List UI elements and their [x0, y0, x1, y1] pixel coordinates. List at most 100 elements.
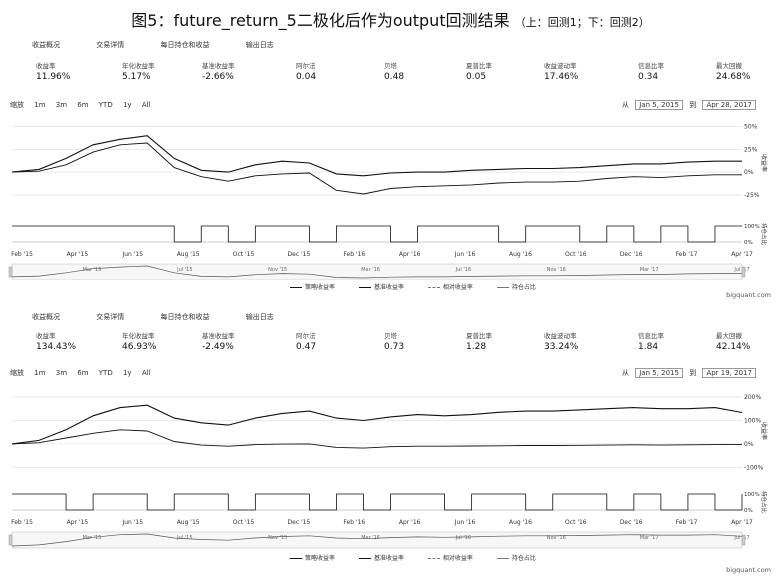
- x-tick-label: Oct '16: [565, 519, 587, 526]
- position-line: [12, 225, 742, 243]
- legend-relative[interactable]: 相对收益率: [427, 282, 473, 291]
- navigator-tick-label: Nov '15: [268, 267, 287, 273]
- navigator-tick-label: Jul '16: [455, 267, 471, 273]
- legend-position[interactable]: 持仓占比: [496, 282, 536, 291]
- position-axis-title: 持仓占比: [760, 223, 768, 246]
- metric-max-drawdown: 最大回撤 42.14%: [716, 332, 751, 352]
- navigator-handle-left: [8, 266, 13, 278]
- navigator-line: [11, 265, 742, 279]
- legend-relative[interactable]: 相对收益率: [427, 553, 473, 562]
- metric-beta: 贝塔 0.73: [384, 332, 405, 352]
- benchmark-return-line: [11, 429, 743, 449]
- metric-volatility: 收益波动率 17.46%: [544, 62, 579, 82]
- x-tick-label: Jun '15: [121, 251, 143, 258]
- y-tick-label: 200%: [744, 394, 761, 401]
- range-1y-button[interactable]: 1y: [122, 369, 132, 377]
- navigator-tick-label: Mar '16: [361, 267, 380, 273]
- x-tick-label: Apr '17: [731, 251, 753, 258]
- zoom-label: 缩放: [10, 101, 24, 109]
- credit: bigquant.com: [726, 291, 771, 299]
- metric-alpha: 阿尔法 0.04: [296, 62, 317, 82]
- backtest-panel-1: 收益概况 交易详情 每日持仓和收益 输出日志 收益率 11.96% 年化收益率 5.…: [0, 30, 781, 300]
- navigator-handle-left: [8, 534, 13, 546]
- range-6m-button[interactable]: 6m: [77, 101, 89, 109]
- legend-benchmark[interactable]: 基准收益率: [358, 553, 404, 562]
- x-tick-label: Aug '16: [509, 251, 532, 258]
- metric-return: 收益率 11.96%: [36, 62, 71, 82]
- figure-title: 图5：future_return_5二极化后作为output回测结果 （上：回测…: [0, 7, 781, 31]
- range-1m-button[interactable]: 1m: [34, 101, 46, 109]
- metric-sharpe: 夏普比率 0.05: [466, 62, 492, 82]
- tab-bar: 收益概况 交易详情 每日持仓和收益 输出日志: [32, 312, 308, 322]
- tab-output-log[interactable]: 输出日志: [245, 41, 274, 49]
- benchmark-return-line: [11, 142, 742, 195]
- range-all-button[interactable]: All: [141, 369, 151, 377]
- tab-daily-positions[interactable]: 每日持仓和收益: [160, 41, 210, 49]
- navigator-tick-label: Nov '16: [547, 267, 566, 273]
- y-tick-label: 0%: [744, 441, 754, 448]
- range-all-button[interactable]: All: [141, 101, 151, 109]
- navigator-tick-label: Jul '16: [455, 535, 471, 541]
- date-from-input[interactable]: Jan 5, 2015: [635, 368, 683, 378]
- range-6m-button[interactable]: 6m: [77, 369, 89, 377]
- zoom-label: 缩放: [10, 369, 24, 377]
- metric-return: 收益率 134.43%: [36, 332, 77, 352]
- tab-daily-positions[interactable]: 每日持仓和收益: [160, 313, 210, 321]
- position-tick-label: 100%: [744, 492, 760, 498]
- tab-summary[interactable]: 收益概况: [32, 313, 60, 321]
- date-to-label: 到: [689, 369, 697, 377]
- metric-sharpe: 夏普比率 1.28: [466, 332, 492, 352]
- tab-trades[interactable]: 交易详情: [96, 41, 125, 49]
- metric-info-ratio: 信息比率 1.84: [638, 332, 664, 352]
- y-tick-label: -100%: [744, 464, 764, 471]
- legend-benchmark[interactable]: 基准收益率: [358, 282, 404, 291]
- metric-beta: 贝塔 0.48: [384, 62, 405, 82]
- x-tick-label: Apr '16: [399, 251, 421, 258]
- date-to-input[interactable]: Apr 19, 2017: [702, 368, 756, 378]
- x-tick-label: Feb '16: [343, 519, 365, 526]
- x-tick-label: Feb '17: [676, 519, 698, 526]
- figure-title-main: 图5：future_return_5二极化后作为output回测结果: [131, 11, 510, 30]
- range-3m-button[interactable]: 3m: [55, 369, 68, 377]
- x-tick-label: Jun '16: [454, 251, 476, 258]
- y-axis-title: 收益率: [760, 422, 768, 440]
- tab-output-log[interactable]: 输出日志: [245, 313, 274, 321]
- metric-annual-return: 年化收益率 46.93%: [122, 332, 157, 352]
- range-ytd-button[interactable]: YTD: [98, 101, 113, 109]
- x-tick-label: Apr '16: [399, 519, 421, 526]
- x-tick-label: Oct '16: [565, 251, 587, 258]
- range-1y-button[interactable]: 1y: [122, 101, 132, 109]
- y-tick-label: -25%: [744, 192, 760, 199]
- navigator-tick-label: Jul '17: [733, 267, 749, 273]
- tab-summary[interactable]: 收益概况: [32, 41, 60, 49]
- navigator-tick-label: Mar '17: [640, 535, 659, 541]
- x-tick-label: Oct '15: [233, 519, 255, 526]
- returns-chart-1[interactable]: 50% 25% 0% -25% 收益率 100% 0% 持仓占比 Feb '15 Apr '15 J…: [0, 114, 781, 280]
- strategy-return-line: [11, 135, 742, 177]
- navigator-tick-label: Jul '17: [733, 535, 749, 541]
- y-tick-label: 50%: [744, 124, 758, 131]
- x-tick-label: Aug '15: [177, 519, 200, 526]
- date-from-input[interactable]: Jan 5, 2015: [635, 100, 683, 110]
- x-tick-label: Dec '16: [620, 251, 643, 258]
- metric-benchmark-return: 基准收益率 -2.49%: [202, 332, 235, 352]
- strategy-return-line: [11, 404, 743, 445]
- legend-strategy[interactable]: 策略收益率: [290, 282, 335, 291]
- y-axis-title: 收益率: [760, 154, 768, 172]
- legend: 策略收益率 基准收益率 相对收益率 持仓占比: [290, 553, 558, 562]
- range-1m-button[interactable]: 1m: [34, 369, 46, 377]
- legend-strategy[interactable]: 策略收益率: [290, 553, 335, 562]
- date-to-input[interactable]: Apr 28, 2017: [702, 100, 756, 110]
- navigator-handle-right: [741, 534, 746, 546]
- range-3m-button[interactable]: 3m: [55, 101, 68, 109]
- navigator-tick-label: Nov '15: [268, 535, 287, 541]
- date-range: 从 Jan 5, 2015 到 Apr 28, 2017: [622, 100, 760, 110]
- figure-title-sub: （上：回测1；下：回测2）: [514, 16, 650, 29]
- x-tick-label: Apr '15: [67, 519, 89, 526]
- navigator-handle-right: [741, 266, 746, 278]
- range-ytd-button[interactable]: YTD: [98, 369, 113, 377]
- tab-trades[interactable]: 交易详情: [96, 313, 125, 321]
- legend-position[interactable]: 持仓占比: [496, 553, 536, 562]
- y-tick-label: 100%: [744, 417, 761, 424]
